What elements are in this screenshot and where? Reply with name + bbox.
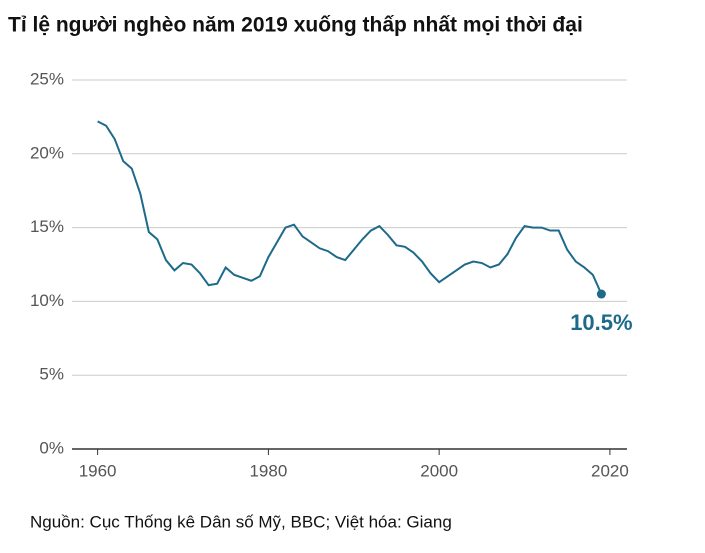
y-tick-label: 5% xyxy=(39,365,64,384)
x-tick-label: 2000 xyxy=(420,461,458,480)
chart-title: Tỉ lệ người nghèo năm 2019 xuống thấp nh… xyxy=(8,14,583,37)
y-tick-label: 25% xyxy=(30,69,64,88)
line xyxy=(97,120,603,295)
source: Nguồn: Cục Thống kê Dân số Mỹ, BBC; Việt… xyxy=(30,512,452,531)
value-label: 10.5% xyxy=(570,310,632,335)
x-tick-label: 2020 xyxy=(591,461,629,480)
y-tick-label: 10% xyxy=(30,291,64,310)
y-tick-label: 20% xyxy=(30,143,64,162)
x-tick-label: 1980 xyxy=(249,461,287,480)
y-tick-label: 0% xyxy=(39,438,64,457)
x-tick-label: 1960 xyxy=(79,461,117,480)
y-tick-label: 15% xyxy=(30,217,64,236)
end-point xyxy=(596,289,606,299)
